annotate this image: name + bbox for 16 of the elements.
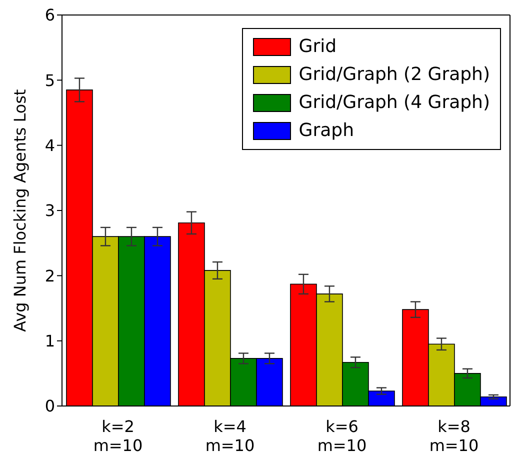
y-axis-title: Avg Num Flocking Agents Lost (10, 89, 30, 332)
y-tick-label: 5 (44, 70, 55, 90)
x-tick-label: k=4 m=10 (205, 417, 255, 455)
y-tick-label: 4 (44, 136, 55, 156)
legend-label: Grid/Graph (2 Graph) (298, 63, 490, 87)
y-tick-label: 6 (44, 6, 55, 25)
legend-label: Graph (298, 119, 354, 143)
legend-label: Grid/Graph (4 Graph) (298, 91, 490, 115)
x-tick-label: k=2 m=10 (93, 417, 143, 455)
y-tick-label: 1 (44, 332, 55, 351)
x-tick-label: k=6 m=10 (317, 417, 367, 455)
y-tick-label: 0 (44, 396, 55, 416)
legend-label: Grid (298, 35, 337, 59)
y-tick-label: 3 (44, 201, 55, 220)
y-tick-label: 2 (44, 266, 55, 286)
x-tick-label: k=8 m=10 (429, 417, 479, 455)
